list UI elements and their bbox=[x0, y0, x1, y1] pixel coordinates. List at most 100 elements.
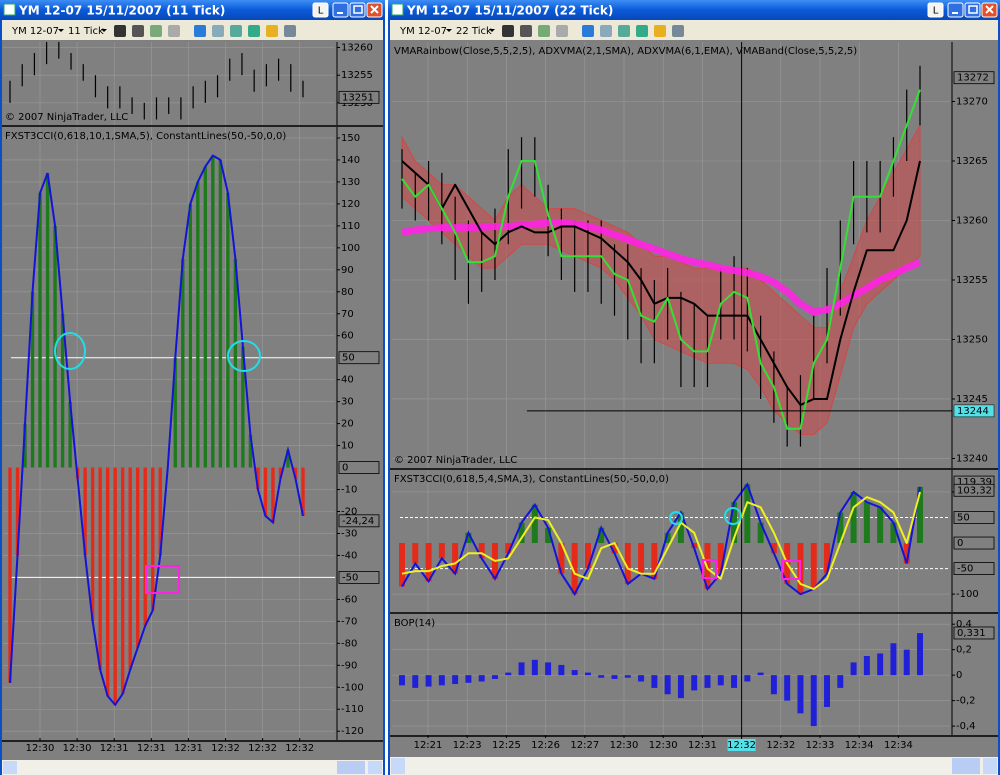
price-marker-label: 50 bbox=[957, 513, 970, 524]
y-tick-label: 13260 bbox=[341, 43, 373, 54]
scrollbar[interactable] bbox=[390, 757, 998, 775]
scroll-thumb[interactable] bbox=[952, 758, 980, 774]
dropdown-arrow bbox=[489, 29, 495, 32]
price-marker-label: -50 bbox=[342, 572, 358, 583]
x-tick-label: 12:32 bbox=[766, 740, 795, 751]
x-tick-label: 12:30 bbox=[610, 740, 639, 751]
toolbar bbox=[2, 20, 383, 41]
highlight-box bbox=[781, 560, 801, 580]
x-tick-label: 12:32 bbox=[248, 743, 277, 754]
chart-area bbox=[2, 40, 383, 760]
scroll-thumb[interactable] bbox=[337, 761, 365, 774]
y-tick-label: 120 bbox=[341, 199, 360, 210]
x-tick-label: 12:21 bbox=[414, 740, 443, 751]
x-tick-label: 12:32 bbox=[285, 743, 314, 754]
link-button[interactable] bbox=[927, 2, 944, 18]
scroll-right[interactable] bbox=[983, 758, 997, 774]
toolbar-icon[interactable] bbox=[150, 25, 162, 37]
price-marker-label: 103,32 bbox=[957, 485, 992, 496]
y-tick-label: -70 bbox=[341, 616, 357, 627]
crosshair-time-box bbox=[727, 739, 756, 751]
y-tick-label: 80 bbox=[341, 287, 354, 298]
price-marker-label: 13251 bbox=[342, 92, 374, 103]
indicator-line bbox=[401, 89, 921, 430]
x-tick-label: 12:32 bbox=[211, 743, 240, 754]
y-tick-label: 130 bbox=[341, 177, 360, 188]
price-marker-box bbox=[338, 351, 380, 365]
toolbar-icon[interactable] bbox=[230, 25, 242, 37]
toolbar-icon[interactable] bbox=[556, 25, 568, 37]
x-tick-label: 12:34 bbox=[884, 740, 913, 751]
toolbar-icon[interactable] bbox=[672, 25, 684, 37]
x-tick-label: 12:31 bbox=[688, 740, 717, 751]
instrument-dropdown[interactable]: YM 12-07 bbox=[399, 26, 447, 37]
price-marker-label: 50 bbox=[342, 353, 355, 364]
crosshair-price-label: 13244 bbox=[957, 406, 989, 417]
toolbar-icon[interactable] bbox=[212, 25, 224, 37]
toolbar-icon[interactable] bbox=[538, 25, 550, 37]
y-tick-label: -80 bbox=[341, 638, 357, 649]
highlight-circle bbox=[54, 332, 86, 370]
toolbar-icon[interactable] bbox=[582, 25, 594, 37]
y-tick-label: -100 bbox=[956, 589, 979, 600]
y-tick-label: -10 bbox=[341, 485, 357, 496]
toolbar-icon[interactable] bbox=[654, 25, 666, 37]
window-title: YM 12-07 15/11/2007 (22 Tick) bbox=[406, 4, 613, 18]
toolbar-icon[interactable] bbox=[132, 25, 144, 37]
crosshair-price-box bbox=[953, 404, 995, 418]
x-tick-label: 12:34 bbox=[845, 740, 874, 751]
interval-dropdown[interactable]: 11 Tick bbox=[68, 26, 104, 37]
toolbar-icon[interactable] bbox=[248, 25, 260, 37]
scrollbar[interactable] bbox=[2, 760, 383, 775]
link-button[interactable] bbox=[312, 2, 329, 18]
toolbar-icon[interactable] bbox=[266, 25, 278, 37]
toolbar-icon[interactable] bbox=[636, 25, 648, 37]
window-icon bbox=[391, 3, 404, 16]
toolbar-icon[interactable] bbox=[168, 25, 180, 37]
price-marker-label: -50 bbox=[957, 564, 973, 575]
toolbar-icon[interactable] bbox=[618, 25, 630, 37]
y-tick-label: 13265 bbox=[956, 156, 988, 167]
instrument-dropdown[interactable]: YM 12-07 bbox=[11, 26, 59, 37]
scroll-left[interactable] bbox=[391, 758, 405, 774]
toolbar-icon[interactable] bbox=[502, 25, 514, 37]
copyright-label: © 2007 NinjaTrader, LLC bbox=[394, 455, 517, 466]
oscillator-line bbox=[9, 154, 304, 707]
y-tick-label: 13240 bbox=[956, 453, 988, 464]
interval-dropdown[interactable]: 22 Tick bbox=[456, 26, 492, 37]
window-icon bbox=[3, 3, 16, 16]
dropdown-arrow bbox=[446, 29, 452, 32]
indicator-label: VMARainbow(Close,5,5,2,5), ADXVMA(2,1,SM… bbox=[394, 46, 857, 57]
indicator-line bbox=[401, 491, 921, 591]
price-marker-box bbox=[338, 571, 380, 584]
y-tick-label: 100 bbox=[341, 243, 360, 254]
toolbar-icon[interactable] bbox=[284, 25, 296, 37]
toolbar-icon[interactable] bbox=[114, 25, 126, 37]
minimize-button[interactable] bbox=[947, 2, 964, 18]
x-tick-label: 12:31 bbox=[174, 743, 203, 754]
y-tick-label: -120 bbox=[341, 726, 364, 737]
toolbar-icon[interactable] bbox=[600, 25, 612, 37]
highlight-box bbox=[145, 565, 180, 594]
y-tick-label: 0,4 bbox=[956, 619, 972, 630]
scroll-right[interactable] bbox=[368, 761, 382, 774]
toolbar-icon[interactable] bbox=[520, 25, 532, 37]
y-tick-label: -30 bbox=[341, 528, 357, 539]
y-tick-label: -40 bbox=[341, 550, 357, 561]
y-tick-label: 60 bbox=[341, 331, 354, 342]
price-marker-box bbox=[953, 511, 995, 524]
price-marker-box bbox=[338, 461, 380, 474]
x-tick-label: 12:30 bbox=[63, 743, 92, 754]
price-marker-label: 0,331 bbox=[957, 628, 986, 639]
minimize-button[interactable] bbox=[332, 2, 349, 18]
y-tick-label: 10 bbox=[341, 441, 354, 452]
y-tick-label: 0,2 bbox=[956, 645, 972, 656]
y-tick-label: 13255 bbox=[956, 275, 988, 286]
oscillator-line bbox=[401, 482, 921, 597]
scroll-left[interactable] bbox=[3, 761, 17, 774]
price-marker-box bbox=[338, 514, 380, 528]
price-marker-box bbox=[953, 536, 995, 550]
toolbar-icon[interactable] bbox=[194, 25, 206, 37]
x-tick-label: 12:32 bbox=[727, 740, 756, 751]
